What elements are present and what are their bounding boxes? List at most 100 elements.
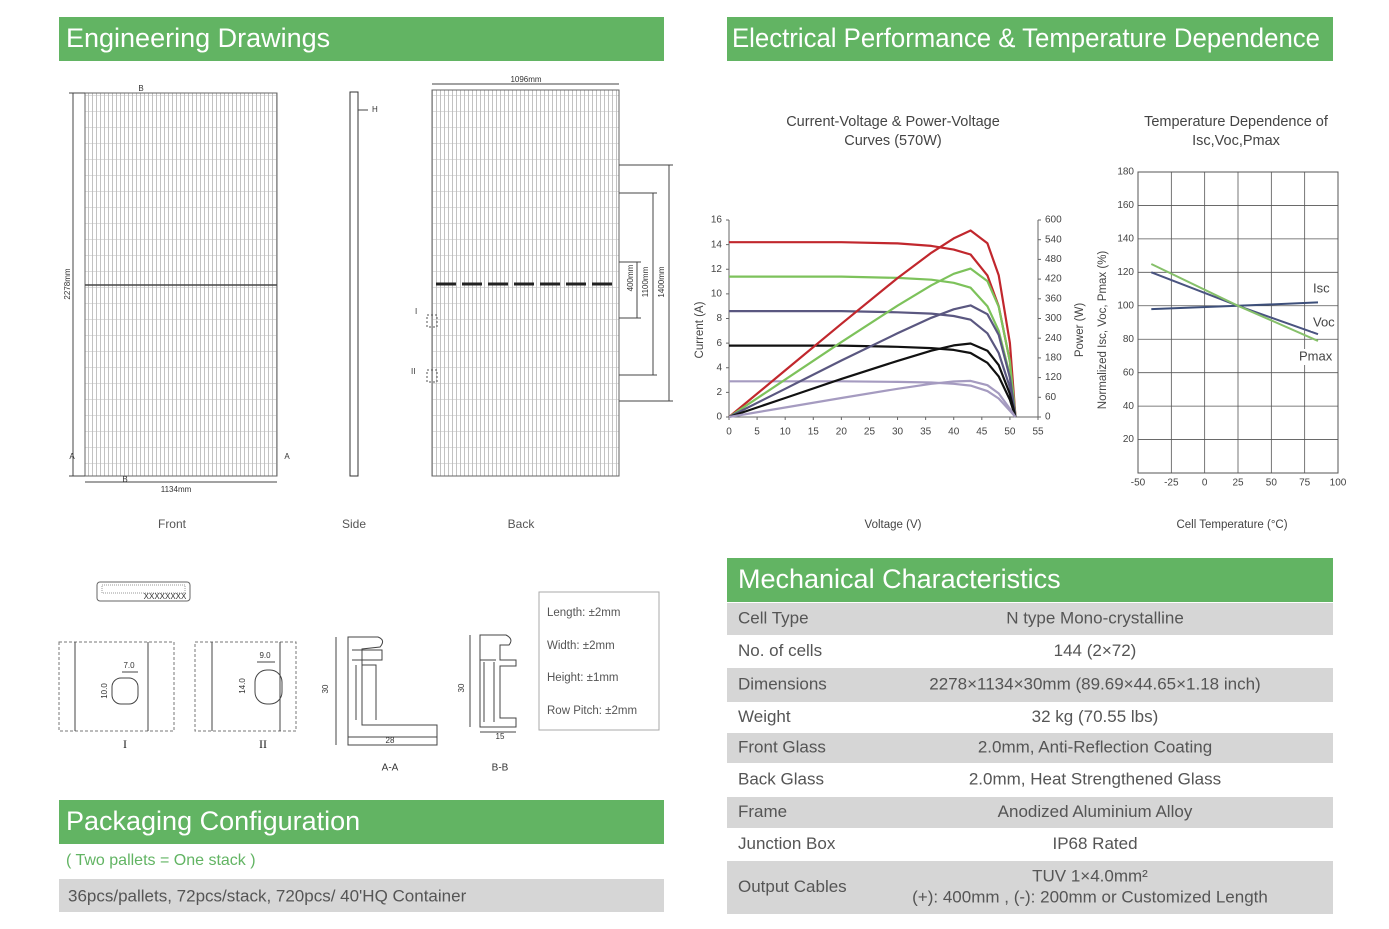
- x-tick-label: 40: [948, 427, 960, 438]
- y-tick-label: 160: [1117, 200, 1134, 211]
- y-tick-label: 140: [1117, 234, 1134, 245]
- dimension-label: 30: [457, 683, 466, 692]
- power-curve: [728, 379, 1017, 419]
- profile-b-b: 30 15 B-B: [457, 634, 517, 774]
- dimension-label: 1400mm: [657, 266, 666, 297]
- row-bg: [727, 668, 1333, 702]
- section-marker: B: [122, 475, 127, 484]
- view-label: Back: [508, 517, 536, 531]
- y2-tick-label: 0: [1045, 412, 1051, 423]
- y-tick-label: 2: [716, 387, 722, 398]
- dimension-label: 15: [496, 732, 505, 741]
- row-value: 2.0mm, Heat Strengthened Glass: [969, 769, 1221, 788]
- y-tick-label: 20: [1123, 434, 1135, 445]
- x-axis-label: Cell Temperature (°C): [1176, 519, 1287, 531]
- section-title: Packaging Configuration: [66, 806, 360, 836]
- row-value: Anodized Aluminium Alloy: [998, 802, 1193, 821]
- y-tick-label: 80: [1123, 334, 1135, 345]
- y2-tick-label: 540: [1045, 234, 1062, 245]
- series-label: Isc: [1313, 280, 1330, 295]
- dimension-label: 30: [321, 684, 330, 693]
- row-label: Dimensions: [738, 674, 827, 693]
- dimension-label: 1096mm: [510, 75, 541, 84]
- x-tick-label: 50: [1266, 478, 1278, 489]
- section-marker: B: [138, 84, 143, 93]
- row-value: IP68 Rated: [1052, 834, 1137, 853]
- packaging-note: ( Two pallets = One stack ): [66, 852, 256, 869]
- y2-axis-label: Power (W): [1074, 303, 1086, 357]
- row-label: Weight: [738, 707, 791, 726]
- y-tick-label: 0: [716, 412, 722, 423]
- row-bg: [727, 733, 1333, 763]
- power-curve: [728, 342, 1017, 419]
- y2-tick-label: 60: [1045, 392, 1057, 403]
- section-marker: A: [284, 452, 290, 461]
- profile-a-a: 30 28 A-A: [321, 636, 438, 774]
- section-marker: H: [372, 105, 378, 114]
- y-tick-label: 8: [716, 313, 722, 324]
- row-value: 2.0mm, Anti-Reflection Coating: [978, 737, 1212, 756]
- current-curve: [729, 344, 1017, 418]
- chart-title: Temperature Dependence of: [1144, 114, 1329, 130]
- back-view: 1096mm 400mm 1100mm 1400mm I II Back: [411, 75, 673, 531]
- current-curve: [729, 310, 1017, 418]
- y-tick-label: 6: [716, 338, 722, 349]
- view-label: Front: [158, 517, 187, 531]
- x-tick-label: 20: [836, 427, 848, 438]
- y-tick-label: 40: [1123, 401, 1135, 412]
- header-bar: [727, 558, 1333, 602]
- x-tick-label: 35: [920, 427, 932, 438]
- x-tick-label: 10: [780, 427, 792, 438]
- x-tick-label: 0: [1202, 478, 1208, 489]
- y-tick-label: 60: [1123, 367, 1135, 378]
- section-marker: A: [69, 452, 75, 461]
- header-bar: [727, 17, 1333, 61]
- row-label: Back Glass: [738, 769, 824, 788]
- current-curve: [729, 241, 1017, 418]
- x-tick-label: 55: [1032, 427, 1044, 438]
- tolerance: Width: ±2mm: [547, 640, 615, 652]
- chart-title: Current-Voltage & Power-Voltage: [786, 114, 1000, 130]
- y-tick-label: 14: [711, 239, 723, 250]
- x-axis-label: Voltage (V): [865, 519, 922, 531]
- detail-label: I: [123, 737, 127, 751]
- x-tick-label: 15: [808, 427, 820, 438]
- series-line: [1150, 263, 1319, 342]
- y2-tick-label: 180: [1045, 353, 1062, 364]
- y2-tick-label: 300: [1045, 313, 1062, 324]
- x-tick-label: 25: [1232, 478, 1244, 489]
- y-axis-label: Normalized Isc, Voc, Pmax (%): [1097, 251, 1109, 410]
- row-bg: [59, 879, 664, 912]
- dimension-label: 1100mm: [641, 266, 650, 297]
- current-curve: [729, 380, 1017, 418]
- x-tick-label: 75: [1299, 478, 1311, 489]
- row-label: No. of cells: [738, 641, 822, 660]
- row-label: Output Cables: [738, 877, 847, 896]
- y2-tick-label: 480: [1045, 254, 1062, 265]
- chart-title: Isc,Voc,Pmax: [1192, 133, 1281, 149]
- y2-tick-label: 360: [1045, 293, 1062, 304]
- dimension-label: 1134mm: [161, 485, 192, 494]
- power-curve: [728, 229, 1017, 418]
- row-bg: [727, 861, 1333, 914]
- dimension-label: 400mm: [626, 264, 635, 291]
- series-label: Voc: [1313, 314, 1335, 329]
- row-label: Front Glass: [738, 737, 826, 756]
- detail-marker: I: [415, 307, 417, 316]
- detail-ii: 9.0 14.0 II: [194, 641, 297, 751]
- barcode: [101, 584, 186, 594]
- x-tick-label: 0: [726, 427, 732, 438]
- tolerance-box: [538, 591, 660, 731]
- header-bar: [59, 17, 664, 61]
- y-tick-label: 100: [1117, 300, 1134, 311]
- y-tick-label: 10: [711, 289, 723, 300]
- x-tick-label: 45: [976, 427, 988, 438]
- row-label: Cell Type: [738, 608, 809, 627]
- series-label-bg: [1311, 281, 1337, 297]
- dimension-label: 2278mm: [63, 268, 72, 299]
- row-value: TUV 1×4.0mm²: [1032, 866, 1148, 885]
- y-tick-label: 120: [1117, 267, 1134, 278]
- y-tick-label: 4: [716, 362, 722, 373]
- y-tick-label: 12: [711, 264, 723, 275]
